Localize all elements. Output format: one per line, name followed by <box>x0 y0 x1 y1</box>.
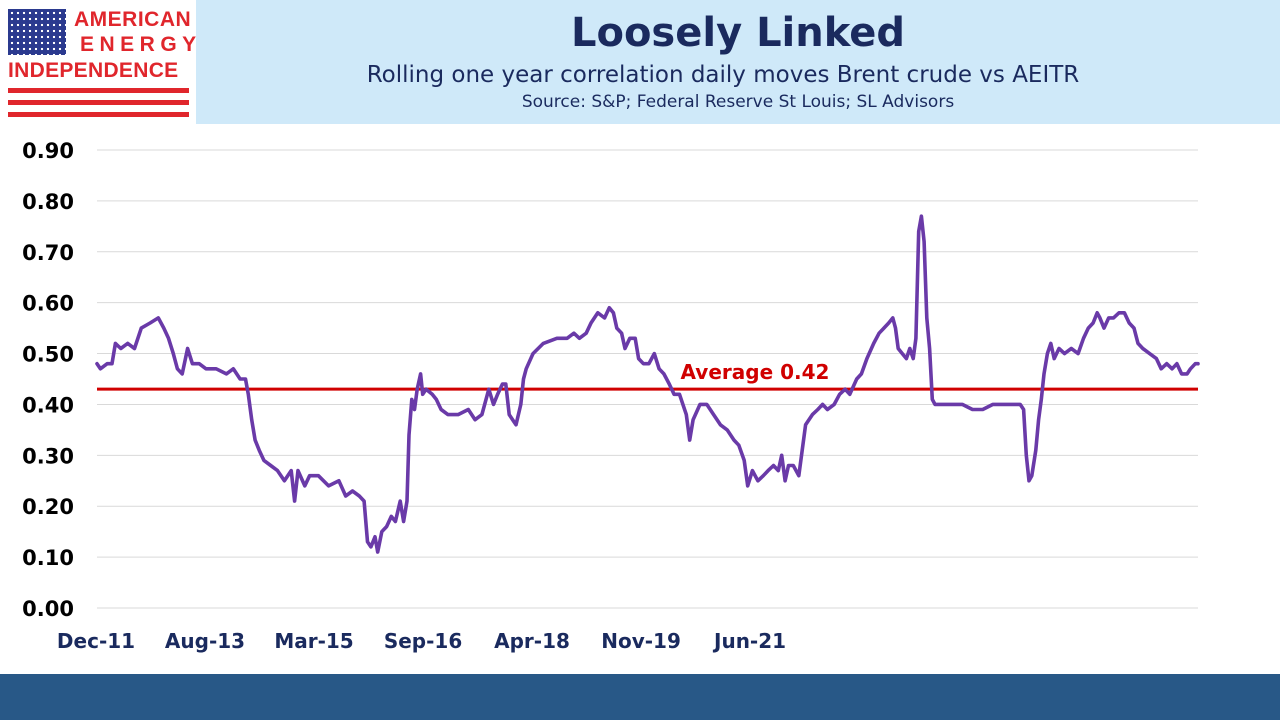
logo-line-2: ENERGY <box>80 33 202 56</box>
y-tick-label: 0.00 <box>22 597 74 621</box>
x-tick-label: Sep-16 <box>384 629 462 653</box>
us-flag-icon <box>8 9 66 55</box>
header-band <box>196 0 1280 124</box>
y-tick-label: 0.30 <box>22 444 74 468</box>
x-tick-label: Apr-18 <box>494 629 570 653</box>
y-axis-ticks: 0.00 0.10 0.20 0.30 0.40 0.50 0.60 0.70 0.80 0.90 <box>22 139 74 621</box>
series-layer <box>95 214 1200 554</box>
average-reference: Average 0.42 <box>97 360 1198 391</box>
y-tick-label: 0.40 <box>22 393 74 417</box>
footer-bar <box>0 674 1280 720</box>
x-tick-label: Mar-15 <box>274 629 353 653</box>
chart-subtitle: Rolling one year correlation daily moves… <box>366 62 1080 88</box>
average-label: Average 0.42 <box>681 360 830 384</box>
gridlines <box>97 149 1198 609</box>
logo-stripe <box>8 88 189 93</box>
logo: AMERICAN ENERGY INDEPENDENCE ™ <box>0 0 196 124</box>
line-chart: 0.00 0.10 0.20 0.30 0.40 0.50 0.60 0.70 0.80 0.90… <box>22 139 1200 653</box>
x-tick-label: Aug-13 <box>165 629 245 653</box>
y-tick-label: 0.90 <box>22 139 74 163</box>
logo-stripe <box>8 100 189 105</box>
y-tick-label: 0.70 <box>22 241 74 265</box>
y-tick-label: 0.80 <box>22 190 74 214</box>
x-tick-label: Jun-21 <box>712 629 786 653</box>
chart-title: Loosely Linked <box>570 10 906 56</box>
logo-line-3: INDEPENDENCE <box>8 59 179 82</box>
chart-source: Source: S&P; Federal Reserve St Louis; S… <box>521 92 955 112</box>
x-tick-label: Nov-19 <box>601 629 681 653</box>
y-tick-label: 0.20 <box>22 495 74 519</box>
x-tick-label: Dec-11 <box>57 629 135 653</box>
x-axis-ticks: Dec-11 Aug-13 Mar-15 Sep-16 Apr-18 Nov-19 Jun-… <box>57 629 786 653</box>
trademark-mark: ™ <box>183 115 188 121</box>
logo-line-1: AMERICAN <box>74 8 192 31</box>
logo-stripe <box>8 112 189 117</box>
y-tick-label: 0.50 <box>22 343 74 367</box>
y-tick-label: 0.10 <box>22 546 74 570</box>
series-line <box>95 214 1200 554</box>
y-tick-label: 0.60 <box>22 292 74 316</box>
